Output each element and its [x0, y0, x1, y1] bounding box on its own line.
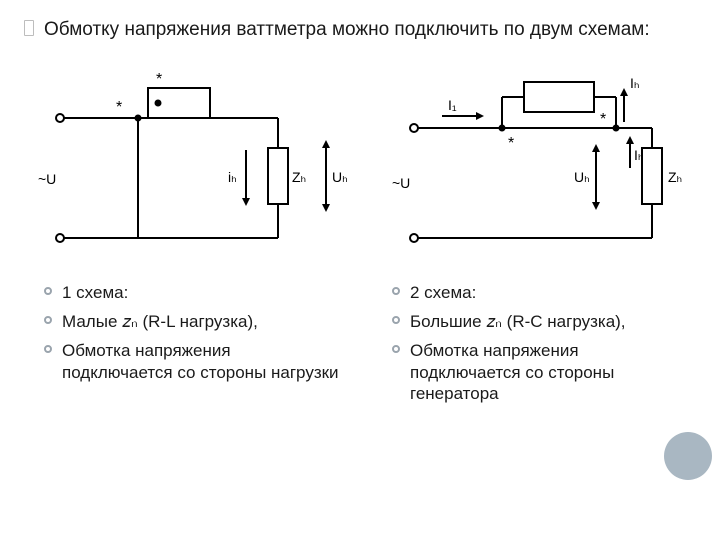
bullets-right: 2 схема: Большие 𝑧ₙ (R-C нагрузка), Обмо…	[392, 282, 692, 404]
label-ZH: Zₕ	[292, 169, 306, 185]
label-IH-top: Iₕ	[630, 75, 640, 91]
columns: 1 схема: Малые 𝑧ₙ (R-L нагрузка), Обмотк…	[44, 282, 692, 412]
list-item: Большие 𝑧ₙ (R-C нагрузка),	[392, 311, 692, 332]
label-ZH-r: Zₕ	[668, 169, 682, 185]
bullet-text: Обмотка напряжения подключается со сторо…	[62, 341, 339, 381]
list-item: 2 схема:	[392, 282, 692, 303]
label-IH-low: Iₕ	[634, 147, 644, 163]
figures-row: ~U * * iₕ Zₕ Uₕ	[44, 48, 692, 278]
circuit-left-svg: ~U * * iₕ Zₕ Uₕ	[30, 48, 370, 278]
label-star-r2: *	[508, 135, 514, 152]
label-iH: iₕ	[228, 169, 237, 185]
list-item: Малые 𝑧ₙ (R-L нагрузка),	[44, 311, 344, 332]
label-source-r: ~U	[392, 175, 410, 191]
circuit-right: ~U I₁ Iₕ * * Iₕ Uₕ Zₕ	[384, 48, 720, 283]
label-star-r1: *	[600, 111, 606, 128]
circuit-right-svg: ~U I₁ Iₕ * * Iₕ Uₕ Zₕ	[384, 48, 720, 278]
slide-root: Обмотку напряжения ваттметра можно подкл…	[0, 0, 720, 540]
bullet-text: 1 схема:	[62, 283, 128, 302]
list-item: 1 схема:	[44, 282, 344, 303]
label-source: ~U	[38, 171, 56, 187]
label-UH-r: Uₕ	[574, 169, 590, 185]
bullet-text: Большие 𝑧ₙ (R-C нагрузка),	[410, 312, 626, 331]
bullet-text: Обмотка напряжения подключается со сторо…	[410, 341, 614, 403]
heading-block: Обмотку напряжения ваттметра можно подкл…	[44, 18, 692, 42]
label-star1: *	[116, 99, 122, 116]
column-left: 1 схема: Малые 𝑧ₙ (R-L нагрузка), Обмотк…	[44, 282, 344, 412]
empty-bullet-icon	[24, 20, 34, 36]
label-star2: *	[156, 71, 162, 88]
circuit-left: ~U * * iₕ Zₕ Uₕ	[30, 48, 370, 283]
bullets-left: 1 схема: Малые 𝑧ₙ (R-L нагрузка), Обмотк…	[44, 282, 344, 383]
heading-text: Обмотку напряжения ваттметра можно подкл…	[44, 19, 650, 40]
label-UH: Uₕ	[332, 169, 348, 185]
column-right: 2 схема: Большие 𝑧ₙ (R-C нагрузка), Обмо…	[392, 282, 692, 412]
decorative-circle-icon	[664, 432, 712, 480]
bullet-text: Малые 𝑧ₙ (R-L нагрузка),	[62, 312, 258, 331]
label-I1: I₁	[448, 97, 457, 113]
list-item: Обмотка напряжения подключается со сторо…	[392, 340, 692, 404]
bullet-text: 2 схема:	[410, 283, 476, 302]
list-item: Обмотка напряжения подключается со сторо…	[44, 340, 344, 383]
